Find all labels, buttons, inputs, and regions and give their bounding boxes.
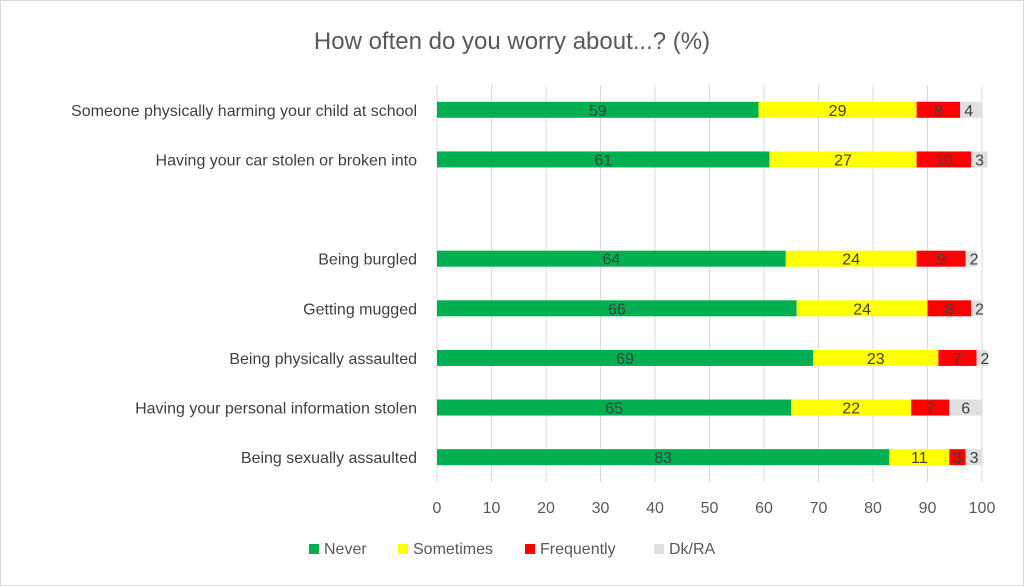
bar-segment-dkra [960,101,982,118]
legend: Never Sometimes Frequently Dk/RA [309,541,716,558]
bar-segment-dkra [949,399,982,416]
category-label: Being physically assaulted [229,351,417,368]
category-label: Being burgled [318,252,417,269]
bar-segment-dkra [976,349,988,366]
data-label: 23 [867,351,885,368]
data-label: 64 [603,252,621,269]
data-label: 8 [934,103,943,120]
x-tick-label: 100 [969,500,996,517]
bar-segment-dkra [965,449,982,466]
data-label: 2 [981,351,990,368]
legend-swatch [309,544,319,554]
x-tick-label: 30 [592,500,610,517]
data-label: 4 [964,103,973,120]
bar-segment-never [437,399,792,416]
bar-segment-sometimes [785,250,917,267]
data-label: 7 [926,401,935,418]
data-label: 2 [970,252,979,269]
legend-label: Never [324,541,367,558]
x-tick-label: 0 [433,500,442,517]
bar-segment-never [437,449,890,466]
data-label: 69 [616,351,634,368]
legend-swatch [398,544,408,554]
x-axis: 0 10 20 30 40 50 60 70 80 90 100 [433,500,996,517]
bar-segment-frequently [916,250,966,267]
bar-segment-sometimes [796,300,928,317]
category-labels: Someone physically harming your child at… [71,103,417,467]
data-label: 2 [975,301,984,318]
bar-segment-frequently [916,151,972,168]
data-label: 29 [829,103,847,120]
bar-segment-frequently [911,399,950,416]
category-label: Having your car stolen or broken into [156,152,418,169]
data-label: 27 [834,152,852,169]
data-label: 3 [975,152,984,169]
category-label: Being sexually assaulted [241,450,417,467]
category-label: Getting mugged [303,301,417,318]
bar-segment-dkra [971,300,982,317]
data-label: 65 [605,401,623,418]
data-label: 24 [842,252,860,269]
data-label: 83 [654,450,672,467]
data-label: 22 [842,401,860,418]
x-tick-label: 80 [864,500,882,517]
x-tick-label: 90 [919,500,937,517]
data-label: 3 [953,450,962,467]
data-label: 24 [853,301,871,318]
bar-segment-sometimes [758,101,917,118]
legend-swatch [525,544,535,554]
legend-label: Sometimes [413,541,493,558]
bar-segment-sometimes [769,151,917,168]
bar-segment-never [437,101,759,118]
bar-segment-sometimes [889,449,950,466]
bar-segment-dkra [971,151,988,168]
bar-segment-never [437,250,786,267]
data-label: 7 [953,351,962,368]
chart-title: How often do you worry about...? (%) [314,28,710,55]
bars: 59 29 8 4 61 27 10 3 64 24 9 2 66 24 8 2 69 23 7 2 65 22 7 6 83 1… [437,101,990,467]
bar-segment-dkra [965,250,977,267]
x-tick-label: 70 [810,500,828,517]
x-tick-label: 50 [701,500,719,517]
legend-label: Dk/RA [669,541,716,558]
x-tick-label: 20 [537,500,555,517]
bar-segment-never [437,349,814,366]
x-tick-label: 40 [646,500,664,517]
bar-segment-never [437,151,770,168]
x-tick-label: 10 [483,500,501,517]
legend-swatch [654,544,664,554]
bar-segment-never [437,300,797,317]
data-label: 3 [970,450,979,467]
data-label: 66 [608,301,626,318]
data-label: 11 [911,450,928,467]
bar-segment-frequently [949,449,966,466]
bar-segment-frequently [916,101,961,118]
bar-segment-frequently [927,300,972,317]
data-label: 59 [589,103,607,120]
data-label: 9 [937,252,946,269]
bar-segment-sometimes [813,349,939,366]
data-label: 6 [961,401,970,418]
data-label: 8 [945,301,954,318]
bar-segment-sometimes [791,399,912,416]
category-label: Having your personal information stolen [135,401,417,418]
x-tick-label: 60 [755,500,773,517]
legend-label: Frequently [540,541,616,558]
data-label: 10 [935,152,953,169]
bar-segment-frequently [938,349,977,366]
data-label: 61 [594,152,612,169]
gridlines [436,85,983,482]
category-label: Someone physically harming your child at… [71,103,417,120]
